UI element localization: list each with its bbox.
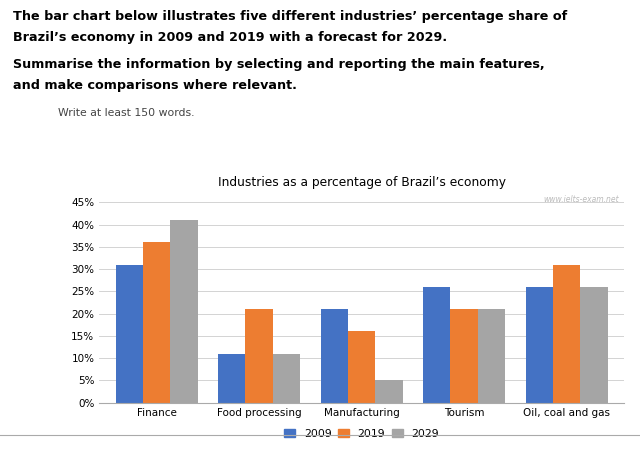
Bar <box>273 354 300 403</box>
Bar <box>580 287 607 403</box>
Bar <box>451 309 478 403</box>
Bar <box>321 309 348 403</box>
Text: Brazil’s economy in 2009 and 2019 with a forecast for 2029.: Brazil’s economy in 2009 and 2019 with a… <box>13 31 447 44</box>
Bar <box>525 287 553 403</box>
Bar <box>170 220 198 403</box>
Legend: 2009, 2019, 2029: 2009, 2019, 2029 <box>280 425 443 443</box>
Bar <box>218 354 245 403</box>
Bar <box>478 309 505 403</box>
Bar <box>423 287 451 403</box>
Bar <box>553 265 580 403</box>
Bar <box>143 243 170 403</box>
Text: Summarise the information by selecting and reporting the main features,: Summarise the information by selecting a… <box>13 58 545 71</box>
Text: and make comparisons where relevant.: and make comparisons where relevant. <box>13 79 297 92</box>
Bar <box>116 265 143 403</box>
Text: The bar chart below illustrates five different industries’ percentage share of: The bar chart below illustrates five dif… <box>13 10 567 23</box>
Bar <box>375 380 403 403</box>
Text: www.ielts-exam.net: www.ielts-exam.net <box>543 196 619 204</box>
Bar <box>245 309 273 403</box>
Bar <box>348 331 375 403</box>
Title: Industries as a percentage of Brazil’s economy: Industries as a percentage of Brazil’s e… <box>218 177 506 189</box>
Text: Write at least 150 words.: Write at least 150 words. <box>58 108 194 118</box>
